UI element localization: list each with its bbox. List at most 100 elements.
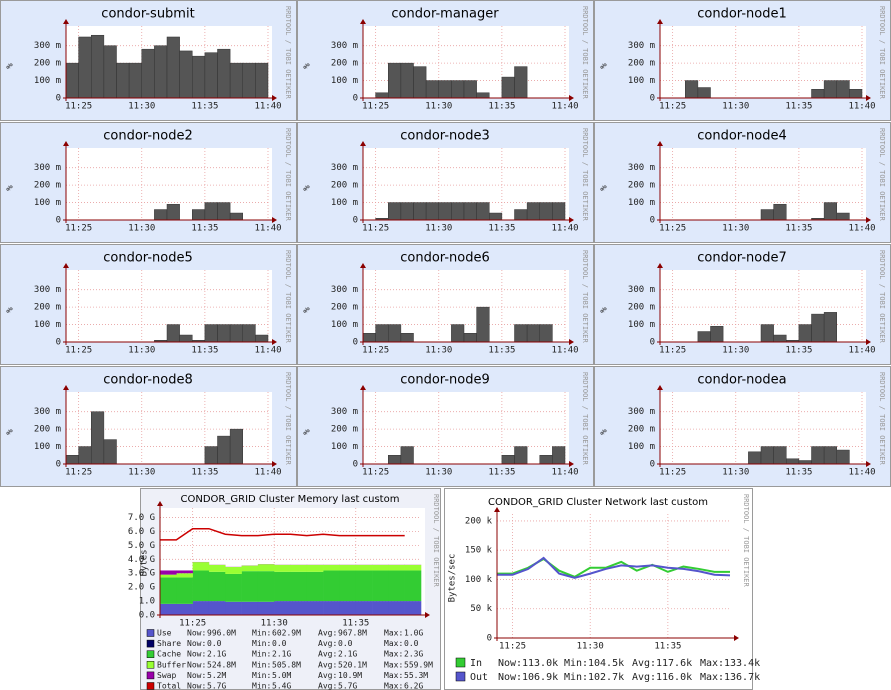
chart-panel: condor-node8% RRDTOOL / TOBI OETIKER 0 100 … bbox=[0, 366, 297, 487]
axis-arrow bbox=[272, 95, 277, 101]
y-tick-label: 300 m bbox=[331, 407, 358, 417]
bar bbox=[388, 202, 402, 221]
area-segment bbox=[160, 577, 177, 604]
stat-value: 996.0M bbox=[207, 629, 236, 638]
stat-value: 967.8M bbox=[338, 629, 367, 638]
bar bbox=[438, 202, 452, 221]
y-axis-label: % bbox=[303, 307, 313, 313]
area-segment bbox=[404, 564, 422, 571]
area-segment bbox=[274, 601, 291, 615]
legend-label: Buffer bbox=[157, 660, 186, 669]
legend-label: In bbox=[470, 658, 482, 669]
area-segment bbox=[306, 601, 324, 615]
stat-value: 116.0k bbox=[656, 672, 692, 683]
axis-arrow bbox=[63, 385, 69, 390]
watermark: RRDTOOL / TOBI OETIKER bbox=[581, 372, 589, 466]
watermark: RRDTOOL / TOBI OETIKER bbox=[742, 494, 750, 588]
bar bbox=[811, 313, 825, 343]
area-segment bbox=[192, 601, 210, 615]
bar bbox=[255, 334, 269, 343]
bar bbox=[65, 62, 79, 99]
axis-arrow bbox=[734, 635, 739, 641]
bar bbox=[526, 324, 540, 343]
area-segment bbox=[339, 601, 357, 615]
y-axis-label: Bytes/sec bbox=[448, 554, 458, 603]
y-tick-label: 0 bbox=[56, 94, 61, 104]
y-tick-label: 0 bbox=[56, 338, 61, 348]
stat-label: Max: bbox=[700, 658, 724, 669]
y-tick-label: 300 m bbox=[628, 407, 655, 417]
area-segment bbox=[323, 564, 340, 571]
legend-swatch bbox=[146, 671, 155, 680]
stat-label: Avg: bbox=[318, 639, 337, 648]
stat-label: Now: bbox=[187, 650, 206, 659]
legend-label: Cache bbox=[157, 650, 181, 659]
bar bbox=[811, 446, 825, 465]
bar bbox=[229, 212, 243, 221]
bar bbox=[514, 324, 528, 343]
bar bbox=[78, 36, 92, 99]
y-tick-label: 200 m bbox=[628, 303, 655, 313]
bar bbox=[451, 80, 465, 99]
axis-arrow bbox=[866, 461, 871, 467]
x-tick-label: 11:35 bbox=[191, 224, 218, 234]
stat-value: 117.6k bbox=[656, 658, 692, 669]
y-tick-label: 200 m bbox=[628, 59, 655, 69]
data-marks bbox=[760, 202, 850, 221]
bar bbox=[166, 324, 180, 343]
chart-panel: condor-node4% RRDTOOL / TOBI OETIKER 0 100 … bbox=[594, 122, 891, 243]
data-marks bbox=[160, 527, 422, 615]
stat-value: 2.1G bbox=[338, 650, 357, 659]
bar bbox=[760, 324, 774, 343]
x-tick-label: 11:25 bbox=[65, 346, 92, 356]
area-segment bbox=[339, 570, 357, 602]
axis-arrow bbox=[494, 507, 500, 512]
axis-arrow bbox=[63, 141, 69, 146]
bar bbox=[710, 326, 724, 343]
x-tick-label: 11:30 bbox=[577, 642, 604, 652]
x-tick-label: 11:25 bbox=[362, 468, 389, 478]
bar bbox=[388, 324, 402, 343]
x-tick-label: 11:35 bbox=[785, 346, 812, 356]
bar bbox=[116, 62, 130, 99]
watermark: RRDTOOL / TOBI OETIKER bbox=[878, 128, 886, 222]
legend-swatch bbox=[455, 657, 466, 668]
data-marks bbox=[375, 202, 566, 221]
y-tick-label: 0 bbox=[487, 634, 492, 644]
bar bbox=[192, 209, 206, 221]
bar bbox=[91, 411, 105, 465]
y-axis-label: % bbox=[303, 185, 313, 191]
bar bbox=[526, 202, 540, 221]
y-tick-label: 200 m bbox=[628, 425, 655, 435]
bar bbox=[229, 62, 243, 99]
y-tick-label: 0 bbox=[650, 460, 655, 470]
bar bbox=[514, 446, 528, 465]
chart-title: condor-manager bbox=[391, 7, 499, 22]
bar bbox=[255, 62, 269, 99]
y-tick-label: 200 m bbox=[331, 303, 358, 313]
chart-panel: condor-node2% RRDTOOL / TOBI OETIKER 0 100 … bbox=[0, 122, 297, 243]
y-tick-label: 50 k bbox=[470, 604, 492, 614]
stat-label: Avg: bbox=[318, 650, 337, 659]
stat-label: Now: bbox=[187, 682, 206, 690]
stat-value: 104.5k bbox=[588, 658, 624, 669]
bar bbox=[166, 36, 180, 99]
stat-value: 524.8M bbox=[207, 660, 236, 669]
chart-panel: condor-node5% RRDTOOL / TOBI OETIKER 0 100 … bbox=[0, 244, 297, 365]
stat-label: Max: bbox=[384, 639, 403, 648]
axis-arrow bbox=[569, 217, 574, 223]
axis-arrow bbox=[425, 612, 430, 618]
axis-arrow bbox=[157, 501, 163, 506]
stat-label: Avg: bbox=[318, 629, 337, 638]
stat-value: 559.9M bbox=[404, 660, 433, 669]
chart-title: condor-node2 bbox=[103, 129, 192, 144]
chart-panel: condor-nodea% RRDTOOL / TOBI OETIKER 0 100 … bbox=[594, 366, 891, 487]
stat-value: 113.0k bbox=[522, 658, 558, 669]
y-tick-label: 300 m bbox=[34, 163, 61, 173]
bar bbox=[823, 312, 837, 343]
y-tick-label: 7.0 G bbox=[128, 513, 155, 523]
bar bbox=[242, 324, 256, 343]
stat-label: Avg: bbox=[318, 671, 337, 680]
y-tick-label: 100 m bbox=[628, 320, 655, 330]
